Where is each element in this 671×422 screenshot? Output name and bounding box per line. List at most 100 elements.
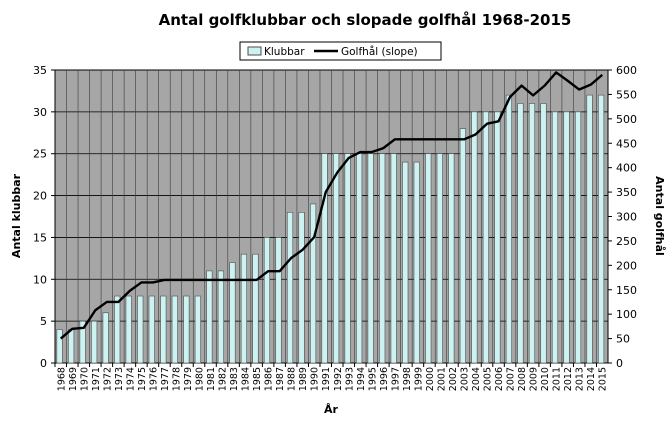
bar [91, 320, 98, 364]
bar [148, 295, 155, 364]
y-axis-left-ticks: 0 5 10 15 20 25 30 35 [33, 64, 55, 370]
x-tick-label: 1977 [160, 367, 171, 391]
y2-tick-label: 250 [616, 235, 637, 248]
x-tick-label: 2000 [425, 367, 436, 391]
bar [356, 153, 363, 364]
x-tick-label: 1968 [56, 367, 67, 391]
bar [586, 94, 593, 364]
bar [436, 153, 443, 364]
bar [217, 270, 224, 364]
bar [56, 329, 63, 364]
y2-tick-label: 350 [616, 186, 637, 199]
bar [494, 111, 501, 364]
bar [402, 161, 409, 364]
x-tick-label: 2012 [563, 367, 574, 391]
bar [275, 237, 282, 364]
bar [240, 253, 248, 364]
y2-tick-label: 150 [616, 284, 637, 297]
chart-title: Antal golfklubbar och slopade golfhål 19… [159, 11, 572, 29]
bar [471, 111, 478, 364]
bar [379, 153, 386, 364]
x-tick-label: 2005 [483, 367, 494, 391]
y-tick-label: 30 [33, 106, 47, 119]
x-tick-label: 1983 [229, 367, 240, 391]
x-tick-label: 1980 [195, 367, 206, 391]
x-tick-label: 1979 [183, 367, 194, 391]
legend-box [239, 41, 442, 61]
x-tick-label: 1975 [137, 367, 148, 391]
bar [482, 111, 489, 364]
series-line [59, 71, 604, 340]
y2-tick-label: 400 [616, 162, 637, 175]
bar [102, 312, 109, 364]
legend-label-line: Golfhål (slope) [341, 45, 418, 58]
y2-tick-label: 500 [616, 113, 637, 126]
y2-tick-label: 200 [616, 259, 637, 272]
bar [390, 153, 397, 364]
legend: Klubbar Golfhål (slope) [239, 41, 442, 61]
x-tick-label: 2007 [506, 367, 517, 391]
bar [459, 128, 466, 364]
x-tick-label: 2003 [459, 367, 470, 391]
x-tick-label: 1974 [125, 367, 136, 391]
y2-tick-label: 550 [616, 88, 637, 101]
y2-tick-label: 100 [616, 308, 637, 321]
bar [252, 253, 259, 364]
x-tick-label: 1991 [321, 367, 332, 391]
bar [171, 295, 178, 364]
x-tick-label: 1985 [252, 367, 263, 391]
y-tick-label: 0 [40, 357, 47, 370]
y2-tick-label: 300 [616, 211, 637, 224]
x-tick-label: 1990 [310, 367, 321, 391]
legend-label-bars: Klubbar [264, 46, 305, 58]
y2-axis-label: Antal golfhål [653, 176, 666, 256]
x-tick-label: 1989 [298, 367, 309, 391]
legend-bar-swatch [247, 46, 262, 56]
bar [563, 111, 570, 364]
bar [505, 94, 512, 364]
x-tick-label: 1973 [114, 367, 125, 391]
line-series [59, 71, 604, 340]
y-tick-label: 10 [33, 273, 47, 286]
x-tick-label: 1999 [413, 367, 424, 391]
x-tick-label: 1984 [241, 367, 252, 391]
bar [114, 295, 121, 364]
x-tick-label: 1994 [356, 367, 367, 391]
x-tick-label: 2006 [494, 367, 505, 391]
bar [344, 153, 351, 364]
x-tick-label: 1971 [91, 367, 102, 391]
x-tick-label: 1987 [275, 367, 286, 391]
x-tick-label: 1995 [367, 367, 378, 391]
bar [194, 295, 201, 364]
bar [425, 153, 432, 364]
bar [528, 103, 536, 364]
gridlines [55, 70, 608, 363]
bar [598, 94, 605, 364]
bar [517, 103, 524, 364]
x-tick-label: 1988 [287, 367, 298, 391]
bar [286, 212, 294, 364]
x-tick-label: 1996 [379, 367, 390, 391]
bar [333, 153, 340, 364]
x-tick-label: 2010 [540, 367, 551, 391]
bar [298, 212, 305, 364]
bar-series [56, 94, 605, 364]
x-tick-label: 2009 [529, 367, 540, 391]
x-tick-label: 1981 [206, 367, 217, 391]
bar [183, 295, 190, 364]
y2-tick-label: 600 [616, 64, 637, 77]
y-axis-label: Antal klubbar [10, 173, 23, 258]
y2-tick-label: 50 [616, 333, 630, 346]
x-axis-label: År [324, 403, 339, 416]
bar [413, 161, 420, 364]
x-tick-label: 1993 [344, 367, 355, 391]
bar [79, 320, 86, 364]
x-tick-label: 2011 [552, 367, 563, 391]
bar [137, 295, 144, 364]
x-tick-label: 2014 [586, 367, 597, 391]
x-axis-ticks: 1968 1969 1970 1971 1972 1973 1974 1975 1976 1977… [54, 363, 609, 391]
bar [229, 262, 236, 364]
x-tick-label: 1970 [79, 367, 90, 391]
y2-tick-label: 0 [616, 357, 623, 370]
